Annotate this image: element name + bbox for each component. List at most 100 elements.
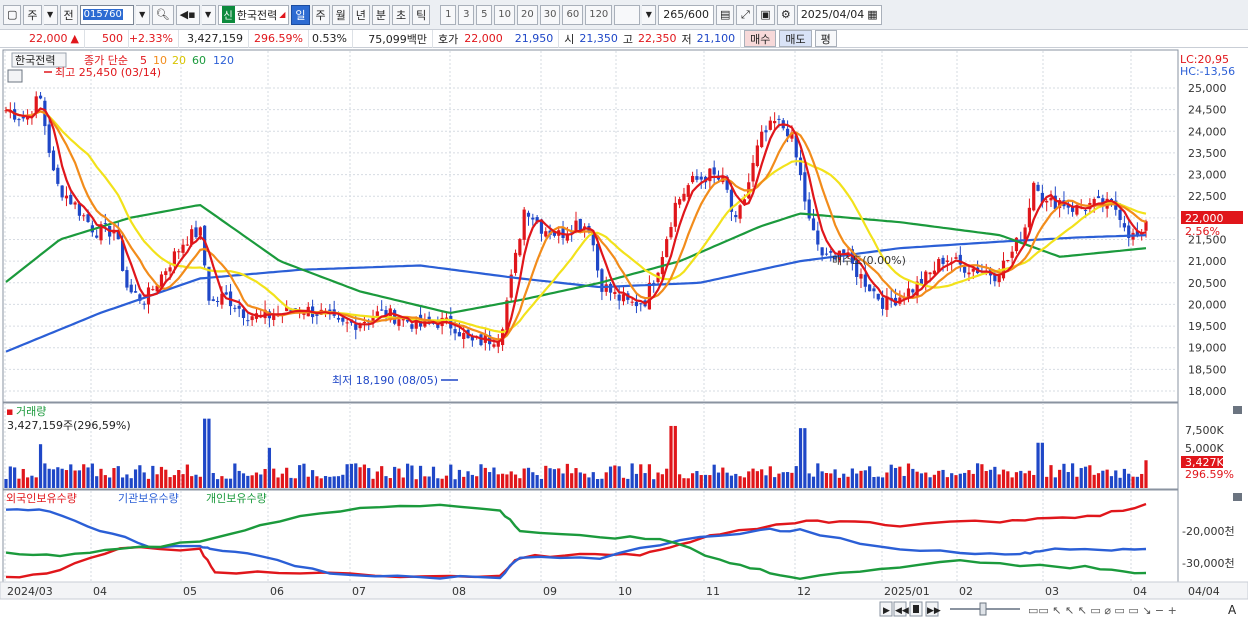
stock-chart[interactable]: 한국전력 종가 단순 5 10 20 60 120 LC:20,95 HC:-1… [0, 48, 1248, 621]
interval-60[interactable]: 60 [562, 4, 584, 25]
candle-body [1070, 205, 1075, 212]
volume-bar [129, 478, 133, 488]
mid-annotation: 매수도(0.00%) [832, 254, 906, 267]
candle-body [665, 239, 669, 258]
table-toggle-icon[interactable] [7, 69, 23, 83]
candle-body [578, 218, 582, 230]
candle-body [34, 96, 38, 114]
font-size-icon[interactable]: A [1228, 603, 1237, 617]
volume-bar [47, 468, 51, 488]
candle-body [233, 307, 237, 309]
period-minute-tab[interactable]: 분 [371, 4, 391, 25]
volume-bars [4, 418, 1148, 488]
volume-bar [561, 473, 565, 488]
interval-3[interactable]: 3 [458, 4, 475, 25]
custom-interval-input[interactable] [614, 4, 641, 25]
institution-holding-line [5, 508, 1147, 580]
interval-120[interactable]: 120 [585, 4, 613, 25]
candle-body [682, 193, 686, 201]
code-dropdown-icon[interactable]: ▼ [135, 4, 150, 25]
candle-body [302, 313, 306, 315]
candle-body [824, 253, 829, 255]
sound-icon[interactable]: ◀▪ [175, 4, 200, 25]
custom-interval-dropdown-icon[interactable]: ▼ [642, 4, 657, 25]
candle-body [790, 132, 794, 139]
scroll-right-icon[interactable] [879, 601, 893, 617]
market-dropdown-icon[interactable]: ▼ [43, 4, 58, 25]
candle-body [1096, 196, 1101, 199]
volume-bar [583, 473, 587, 488]
volume-bar [725, 472, 729, 488]
price-tick-label: 18,000 [1188, 385, 1227, 398]
zoom-slider-handle[interactable] [979, 602, 987, 616]
volume-bar [172, 475, 177, 488]
period-week-tab[interactable]: 주 [311, 4, 330, 25]
interval-5[interactable]: 5 [476, 4, 493, 25]
candle-body [336, 317, 341, 320]
volume-bar [850, 468, 854, 488]
date-input[interactable]: 2025/04/04 ▦ [796, 4, 882, 25]
candle-body [734, 214, 738, 218]
stop-glyph [913, 605, 919, 613]
interval-30[interactable]: 30 [539, 4, 561, 25]
low-annotation: 최저 18,190 (08/05) [332, 374, 438, 387]
volume-bar [38, 444, 43, 488]
volume-bar [690, 473, 695, 488]
period-day-tab[interactable]: 일 [291, 4, 310, 25]
sell-button[interactable]: 매도 [779, 30, 812, 47]
sound-dropdown-icon[interactable]: ▼ [201, 4, 216, 25]
bar-count-input[interactable]: 265/600 [658, 4, 714, 25]
volume-bar [682, 478, 686, 488]
candle-body [816, 230, 820, 245]
stock-name-box[interactable]: 신 한국전력 ◢ [217, 4, 290, 25]
candle-body [457, 332, 462, 337]
volume-bar [444, 475, 449, 488]
volume-bar [112, 468, 116, 488]
period-year-tab[interactable]: 년 [351, 4, 370, 25]
volume-bar [332, 476, 336, 488]
stock-name: 한국전력 [236, 8, 278, 22]
layout-icons[interactable]: ▭▭ ↖ ↖ ↖ ▭ ⌀ ▭ ▭ ↘ − + [1028, 604, 1177, 617]
buy-button[interactable]: 매수 [744, 30, 777, 47]
period-month-tab[interactable]: 월 [331, 4, 350, 25]
volume-bar [4, 478, 8, 488]
candle-body [751, 162, 755, 182]
candle-body [69, 194, 73, 205]
candle-body [289, 309, 293, 312]
save-icon[interactable]: ▣ [756, 4, 775, 25]
volume-bar [906, 463, 911, 488]
volume-bar [634, 473, 639, 488]
volume-bar [911, 468, 915, 488]
volume-bar [829, 473, 833, 488]
interval-20[interactable]: 20 [517, 4, 538, 25]
ask-label: 호가 [438, 32, 459, 46]
candle-body [17, 119, 21, 121]
rewind-icon[interactable] [893, 601, 907, 617]
volume-bar [673, 425, 677, 488]
prev-button[interactable]: 전 [59, 4, 78, 25]
candle-body [600, 269, 604, 292]
candle-body [444, 317, 449, 319]
tools-icon[interactable]: ⤢ [736, 4, 755, 25]
volume-bar [652, 479, 656, 488]
interval-1[interactable]: 1 [440, 4, 457, 25]
indicator-icon[interactable]: ▤ [716, 4, 735, 25]
market-select[interactable]: 주 [23, 4, 42, 25]
stock-code-input[interactable]: 015760 [79, 4, 134, 25]
period-second-tab[interactable]: 초 [392, 4, 411, 25]
gear-icon[interactable]: ⚙ [776, 4, 795, 25]
forward-icon[interactable] [925, 601, 939, 617]
calendar-icon[interactable]: ▦ [867, 8, 878, 21]
volume-panel-close-icon[interactable] [1233, 406, 1242, 414]
interval-10[interactable]: 10 [494, 4, 515, 25]
candle-body [911, 289, 915, 293]
window-icon[interactable]: ▢ [3, 4, 22, 25]
search-icon[interactable]: 🔍︎ [151, 4, 174, 25]
candle-body [863, 274, 867, 287]
period-tick-tab[interactable]: 틱 [412, 4, 431, 25]
avg-button[interactable]: 평 [814, 30, 837, 47]
x-axis-label: 04 [1133, 585, 1147, 598]
volume-bar [190, 476, 194, 488]
holdings-panel-close-icon[interactable] [1233, 493, 1242, 501]
corner-marker-icon: ◢ [279, 10, 286, 19]
